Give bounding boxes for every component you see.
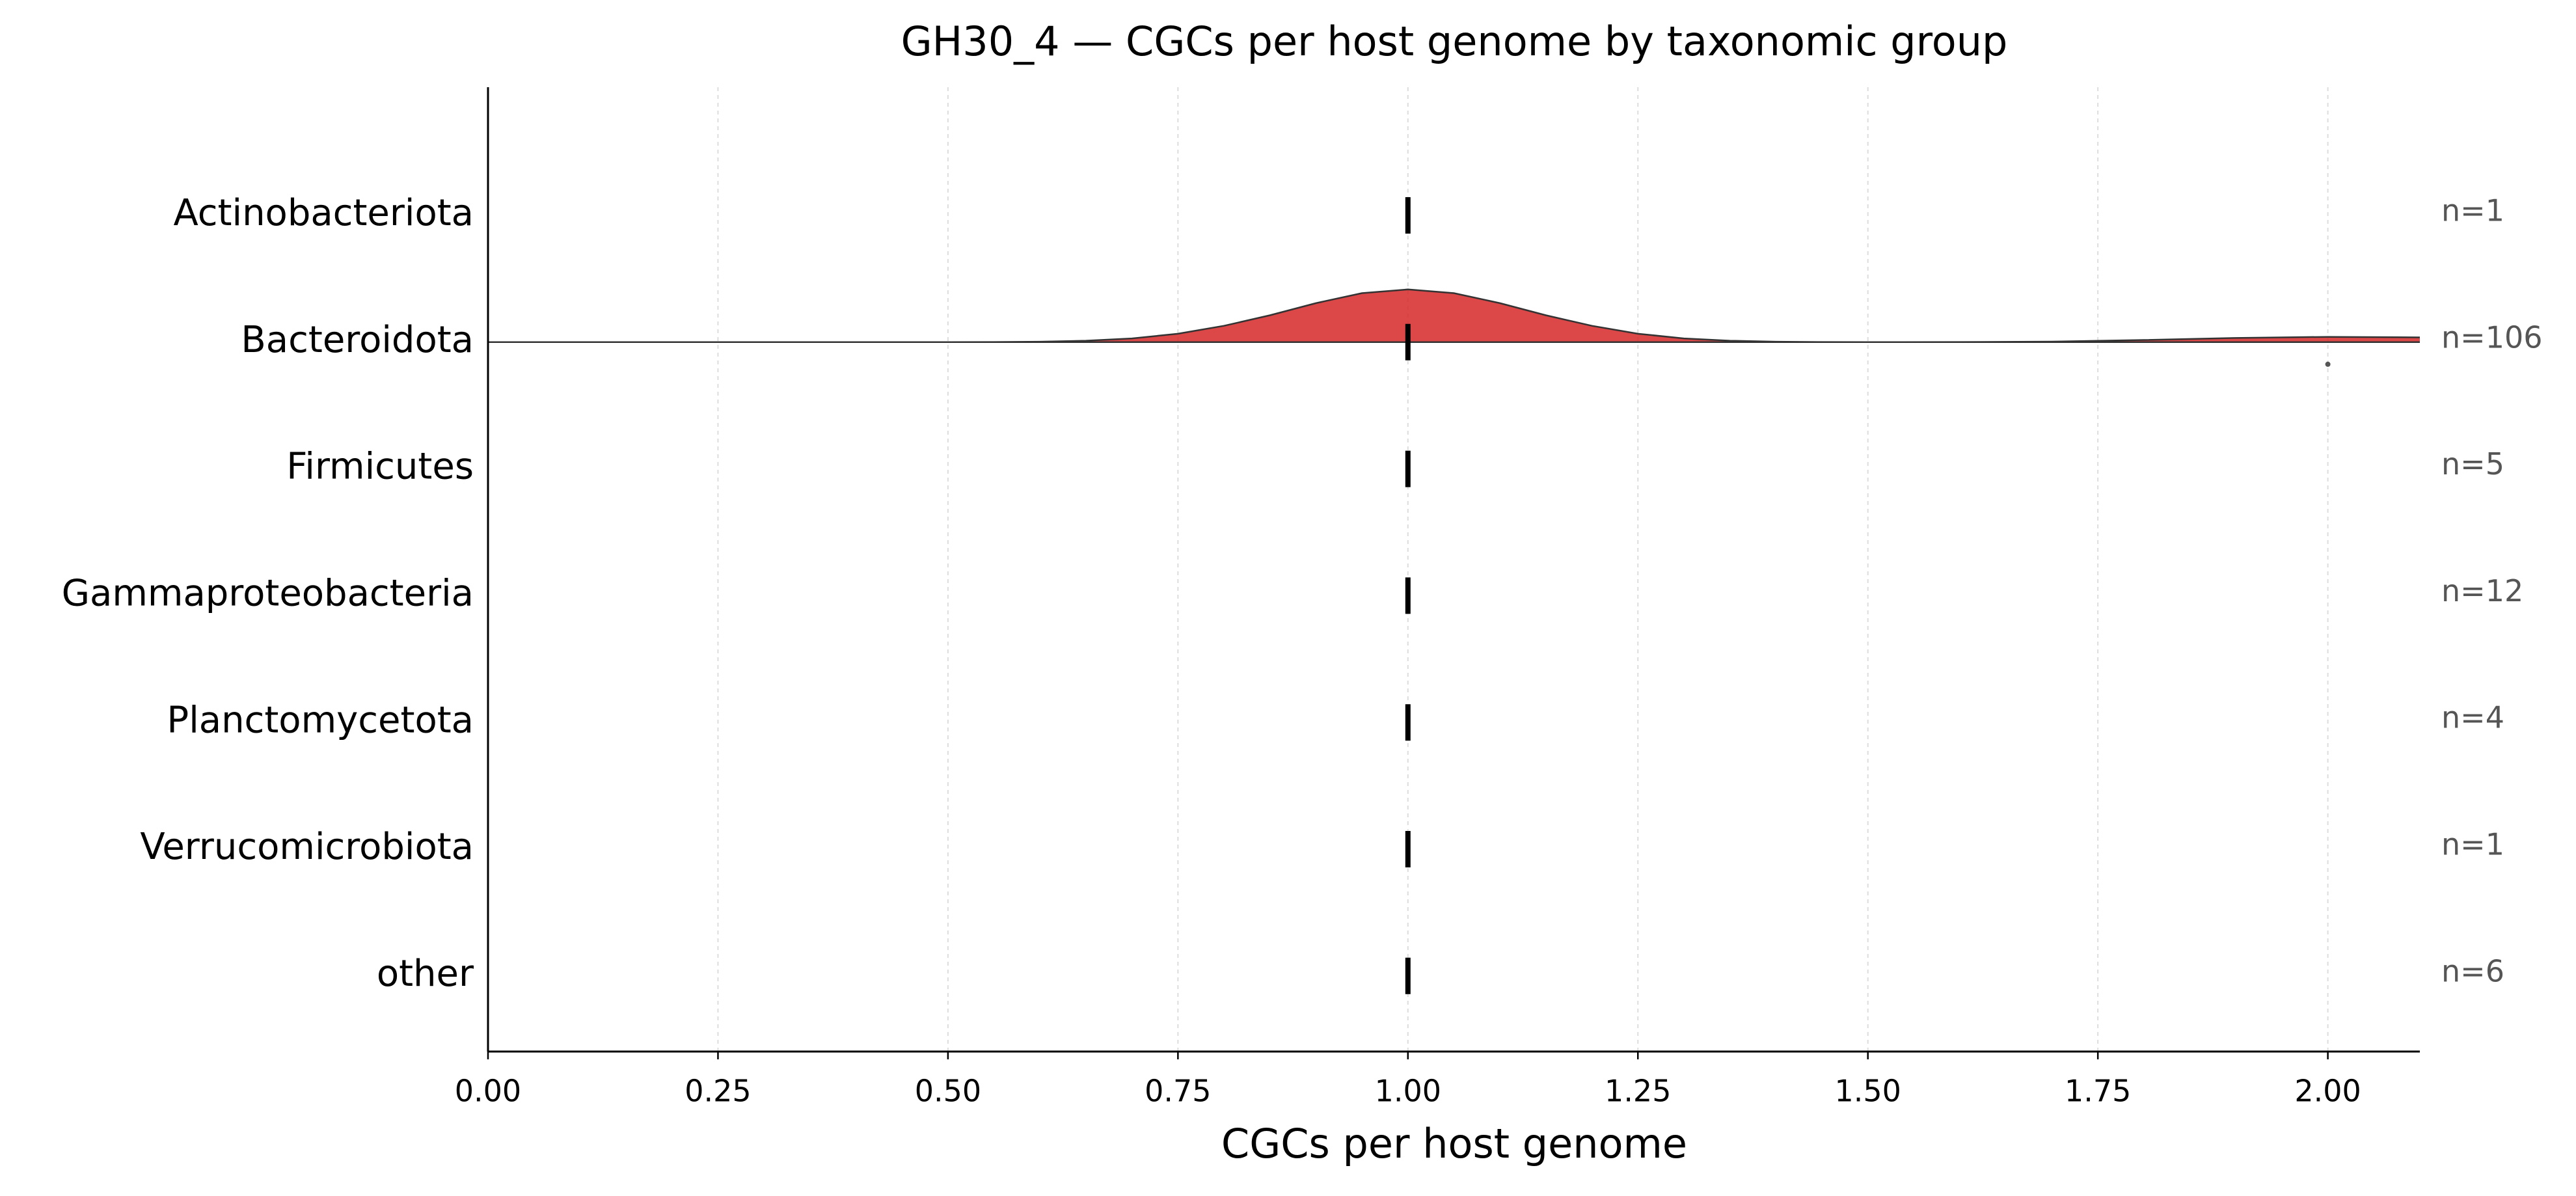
x-tick-label: 1.00 xyxy=(1375,1074,1441,1109)
count-label: n=4 xyxy=(2441,700,2504,735)
outlier xyxy=(2325,361,2331,367)
y-tick-label: Gammaproteobacteria xyxy=(62,573,474,615)
y-tick-label: other xyxy=(377,953,474,995)
chart-title: GH30_4 — CGCs per host genome by taxonom… xyxy=(901,18,2008,65)
count-label: n=1 xyxy=(2441,827,2504,862)
count-label: n=6 xyxy=(2441,953,2504,988)
y-tick-label: Verrucomicrobiota xyxy=(140,826,474,868)
density-area xyxy=(488,289,2420,342)
x-axis-label: CGCs per host genome xyxy=(1221,1120,1687,1167)
x-tick-label: 1.75 xyxy=(2065,1074,2131,1109)
count-label: n=106 xyxy=(2441,319,2543,355)
y-tick-label: Planctomycetota xyxy=(167,699,474,741)
x-tick-label: 2.00 xyxy=(2294,1074,2361,1109)
y-tick-label: Actinobacteriota xyxy=(173,192,474,234)
y-tick-label: Bacteroidota xyxy=(241,319,474,361)
x-tick-label: 0.75 xyxy=(1145,1074,1211,1109)
count-label: n=5 xyxy=(2441,446,2504,482)
count-label: n=1 xyxy=(2441,193,2504,228)
x-tick-label: 1.50 xyxy=(1835,1074,1901,1109)
x-tick-label: 0.50 xyxy=(915,1074,981,1109)
x-tick-label: 0.00 xyxy=(455,1074,521,1109)
x-tick-label: 0.25 xyxy=(685,1074,751,1109)
y-tick-label: Firmicutes xyxy=(286,446,474,488)
count-label: n=12 xyxy=(2441,573,2523,608)
x-tick-label: 1.25 xyxy=(1605,1074,1671,1109)
